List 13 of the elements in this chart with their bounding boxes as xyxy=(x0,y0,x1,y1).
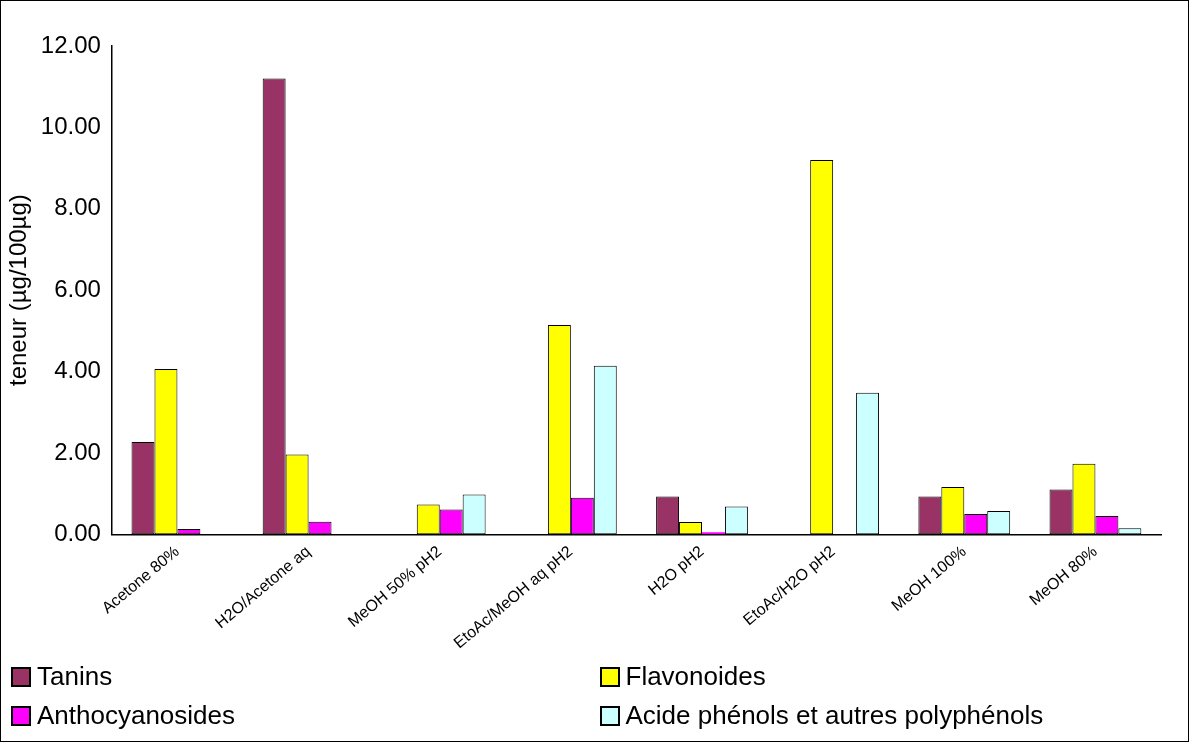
legend-label: Tanins xyxy=(37,661,113,692)
legend-label: Anthocyanosides xyxy=(37,700,236,731)
bar xyxy=(702,532,725,535)
y-tick-label: 0.00 xyxy=(54,518,101,546)
legend-label: Acide phénols et autres polyphénols xyxy=(625,700,1044,731)
y-tick-label: 8.00 xyxy=(54,193,101,221)
y-tick-label: 6.00 xyxy=(54,274,101,302)
y-tick-label: 2.00 xyxy=(54,437,101,465)
y-tick-label: 10.00 xyxy=(40,112,101,139)
y-axis-title: teneur (µg/100µg) xyxy=(4,194,32,387)
y-tick-label: 12.00 xyxy=(40,30,101,58)
legend-label: Flavonoides xyxy=(625,661,766,692)
y-tick-label: 4.00 xyxy=(54,356,101,384)
